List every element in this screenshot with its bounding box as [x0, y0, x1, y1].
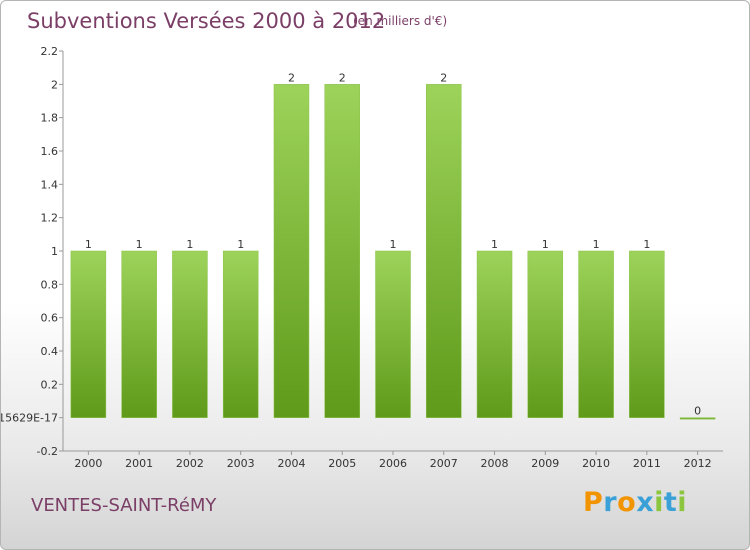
bar-2003	[222, 250, 259, 418]
value-label: 2	[339, 71, 346, 84]
bar-2010	[578, 250, 614, 418]
logo-letter: P	[583, 487, 604, 518]
bars	[70, 84, 716, 420]
value-label: 1	[237, 238, 244, 251]
proxiti-logo: Proxiti	[583, 487, 687, 518]
x-tick-label: 2008	[481, 457, 509, 470]
bar-2007	[426, 84, 462, 418]
commune-name: VENTES-SAINT-RéMY	[31, 495, 217, 516]
y-tick-label: 0.4	[41, 345, 59, 358]
logo-letter: o	[617, 487, 637, 518]
y-tick-label: 1.6	[41, 145, 59, 158]
y-tick-label: 1.2	[41, 212, 59, 225]
bar-2004	[273, 84, 310, 418]
x-tick-label: 2003	[227, 457, 255, 470]
y-tick-label: 0.8	[41, 278, 59, 291]
y-tick-label: 2	[51, 78, 58, 91]
x-tick-label: 2000	[74, 457, 102, 470]
value-label: 1	[542, 238, 549, 251]
bar-2011	[629, 250, 665, 418]
y-tick-label: 0.2	[41, 378, 59, 391]
x-tick-label: 2002	[176, 457, 204, 470]
logo-letter: i	[677, 487, 688, 518]
bar-2008	[476, 250, 513, 418]
logo-letter: t	[663, 487, 678, 518]
value-label: 2	[288, 71, 295, 84]
labels: -0.2 -1.15629E-17 0.2 0.4 0.6 0.8 1 1.2 1.4 1.6 1.…	[1, 45, 712, 470]
y-tick-label: 1.8	[41, 112, 59, 125]
bar-2001	[121, 250, 157, 418]
x-tick-label: 2011	[633, 457, 661, 470]
x-tick-label: 2001	[125, 457, 153, 470]
value-label: 1	[593, 238, 600, 251]
value-label: 0	[694, 405, 701, 418]
value-label: 1	[491, 238, 498, 251]
bar-2005	[324, 84, 360, 418]
y-tick-label: -1.15629E-17	[1, 412, 58, 425]
logo-letter: i	[654, 487, 664, 518]
bar-2012	[679, 417, 716, 420]
axes	[59, 50, 723, 455]
y-tick-label: 0.6	[41, 312, 59, 325]
y-tick-label: 1.4	[41, 178, 59, 191]
value-label: 1	[136, 238, 143, 251]
x-tick-label: 2007	[430, 457, 458, 470]
bar-2009	[527, 250, 564, 418]
x-tick-label: 2010	[582, 457, 610, 470]
x-tick-label: 2009	[531, 457, 559, 470]
y-tick-label: 2.2	[41, 45, 59, 58]
bar-2000	[70, 250, 107, 418]
x-tick-label: 2006	[379, 457, 407, 470]
x-tick-label: 2005	[328, 457, 356, 470]
chart-title: Subventions Versées 2000 à 2012	[27, 9, 386, 33]
value-label: 2	[440, 71, 447, 84]
logo-letter: x	[636, 487, 655, 518]
unit-note: (en milliers d'€)	[353, 14, 448, 28]
x-tick-label: 2012	[684, 457, 712, 470]
value-label: 1	[390, 238, 397, 251]
x-tick-label: 2004	[277, 457, 305, 470]
y-tick-label: -0.2	[37, 445, 58, 458]
value-label: 1	[85, 238, 92, 251]
logo-letter: r	[603, 487, 618, 518]
value-label: 1	[186, 238, 193, 251]
bar-2002	[172, 250, 208, 418]
bar-2006	[375, 250, 411, 418]
y-tick-label: 1	[51, 245, 58, 258]
value-label: 1	[643, 238, 650, 251]
